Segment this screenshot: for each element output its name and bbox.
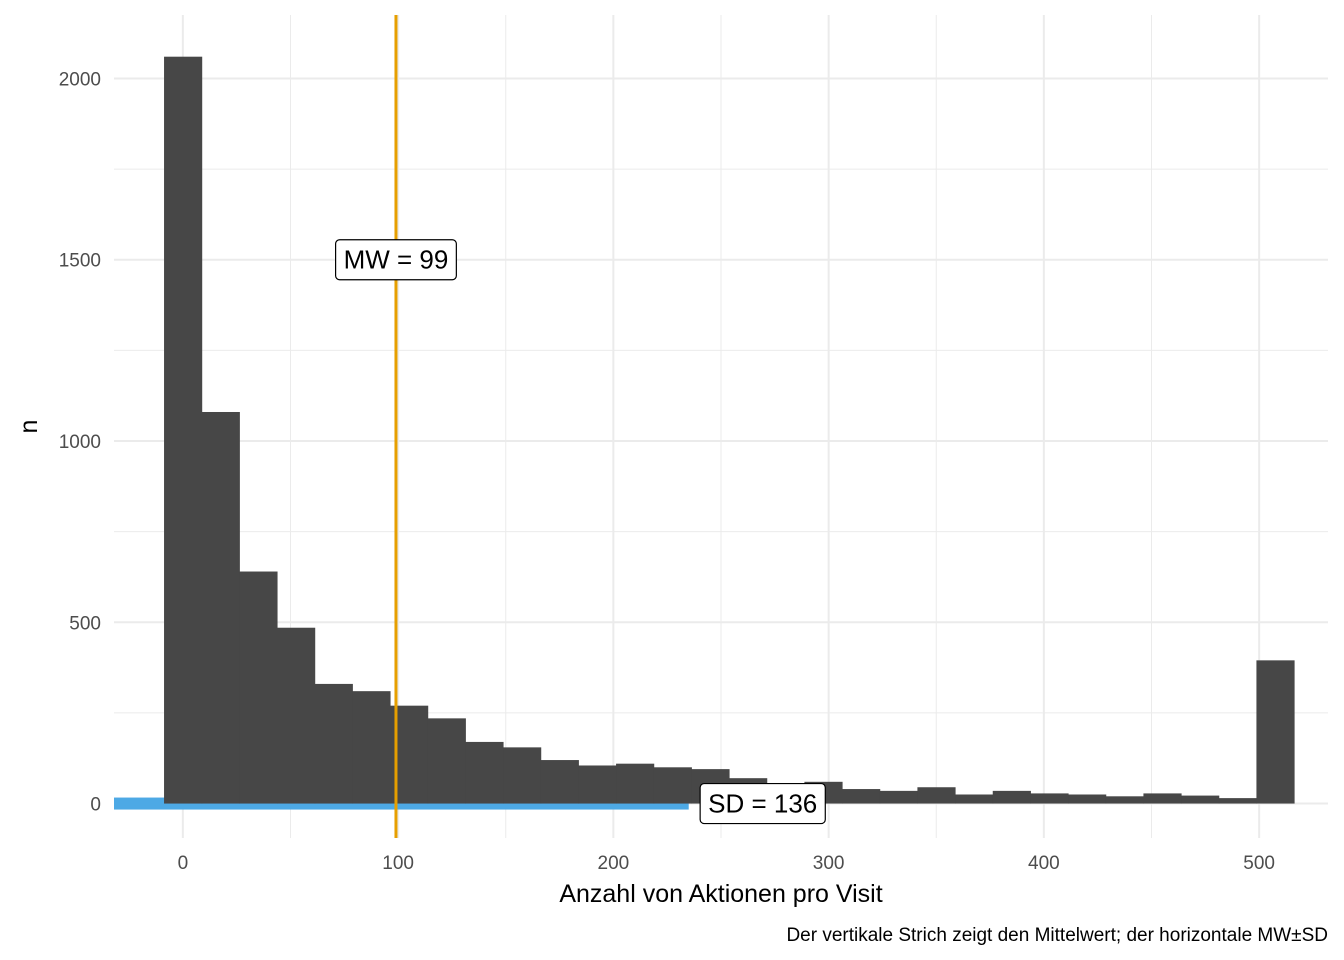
- histogram-bar: [578, 765, 617, 804]
- mean-label: MW = 99: [344, 245, 449, 275]
- x-tick-label: 500: [1243, 853, 1275, 874]
- x-tick-label: 200: [598, 853, 630, 874]
- histogram-bar: [653, 767, 692, 804]
- histogram-bar: [842, 789, 881, 804]
- histogram-bar: [352, 691, 391, 804]
- histogram-bar: [955, 794, 994, 804]
- x-tick-label: 100: [382, 853, 414, 874]
- x-tick-labels: 0 100 200 300 400 500: [178, 853, 1275, 874]
- histogram-bar: [239, 571, 278, 804]
- y-tick-label: 1000: [59, 432, 101, 453]
- y-tick-label: 2000: [59, 69, 101, 90]
- histogram-bar: [465, 741, 504, 804]
- histogram-bar: [164, 56, 203, 804]
- histogram-bar: [201, 411, 240, 804]
- histogram-bar: [277, 627, 316, 804]
- histogram-bar: [1030, 793, 1069, 804]
- histogram-bar: [1181, 795, 1220, 804]
- histogram-bar: [992, 790, 1031, 804]
- histogram-bar: [1105, 796, 1144, 804]
- x-tick-label: 400: [1028, 853, 1060, 874]
- sd-label-box: [699, 782, 826, 825]
- annotations: MW = 99 SD = 136: [335, 239, 826, 825]
- y-tick-label: 1500: [59, 251, 101, 272]
- mean-label-box: [335, 239, 457, 281]
- histogram-bar: [879, 790, 918, 804]
- y-tick-label: 500: [69, 613, 101, 634]
- histogram-bar: [540, 760, 579, 804]
- histogram-bar: [616, 763, 655, 804]
- histogram-bar: [1218, 798, 1257, 804]
- sd-label: SD = 136: [708, 789, 817, 819]
- x-axis-title: Anzahl von Aktionen pro Visit: [559, 880, 882, 908]
- histogram-bar: [917, 787, 956, 804]
- chart-caption: Der vertikale Strich zeigt den Mittelwer…: [786, 925, 1328, 946]
- histogram-bar: [314, 683, 353, 804]
- histogram-bar: [1068, 794, 1107, 804]
- histogram-bar: [427, 718, 466, 804]
- grid-major: [114, 15, 1328, 838]
- y-axis-title: n: [15, 420, 43, 434]
- x-tick-label: 300: [813, 853, 845, 874]
- x-tick-label: 0: [178, 853, 189, 874]
- y-tick-labels: 0 500 1000 1500 2000: [59, 69, 101, 815]
- histogram-bar: [503, 747, 542, 804]
- histogram-bar: [1143, 793, 1182, 804]
- y-tick-label: 0: [90, 795, 101, 816]
- histogram-bar: [1256, 660, 1295, 804]
- histogram-bars: [164, 56, 1295, 804]
